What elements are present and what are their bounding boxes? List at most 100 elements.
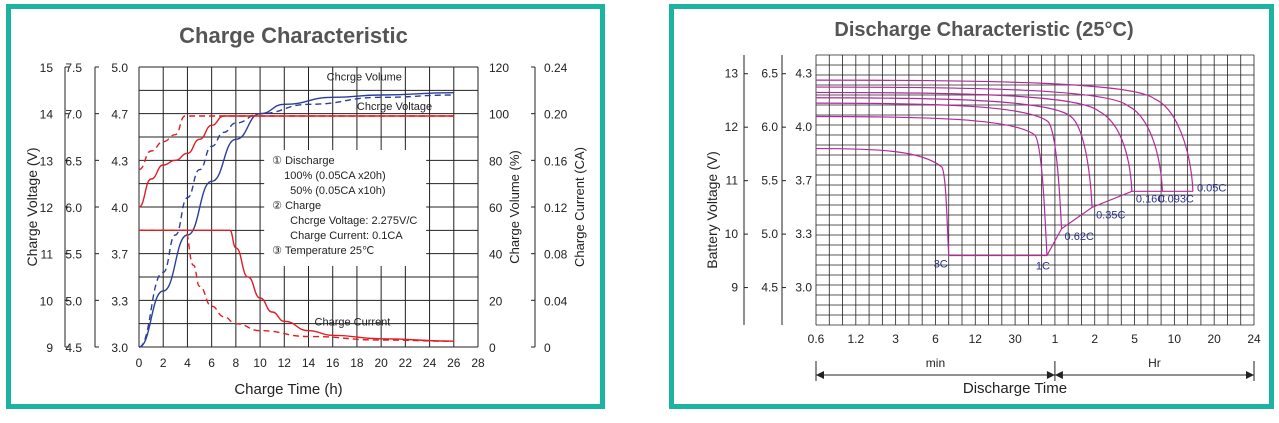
left-tick-label-4v: 4.0 — [795, 120, 812, 134]
right-axis-label-volume: Charge Volume (%) — [507, 150, 522, 263]
discharge-curve-3C — [815, 147, 950, 256]
x-tick-label: 2 — [1091, 332, 1098, 346]
left-tick-label-6v: 5.5 — [761, 174, 778, 188]
right-axis-label-current: Charge Current (CA) — [572, 147, 587, 267]
left-tick-label: 10 — [40, 294, 54, 308]
right-tick-label-volume: 100 — [489, 108, 509, 122]
discharge-curve-0.16C — [815, 91, 1133, 192]
annotation-voltage-label: Chcrge Voltage — [357, 101, 432, 113]
left-tick-label: 5.5 — [65, 248, 82, 262]
left-tick-label-6v: 5.0 — [761, 227, 778, 241]
left-tick-label-6v: 4.5 — [761, 281, 778, 295]
left-axis-label: Charge Voltage (V) — [24, 147, 40, 266]
range-arrowhead — [1246, 371, 1254, 379]
cutoff-voltage-line — [948, 190, 1193, 257]
series-line-voltage-dashed — [138, 115, 454, 171]
annotation-current-label: Charge Current — [315, 316, 391, 328]
range-arrowhead — [816, 371, 824, 379]
x-tick-label: 3 — [892, 332, 899, 346]
legend-line: Charge Current: 0.1CA — [290, 230, 403, 242]
discharge-curve-0.35C — [815, 97, 1093, 208]
left-tick-label: 6.0 — [65, 201, 82, 215]
x-tick-label: 6 — [932, 332, 939, 346]
discharge-characteristic-panel: Discharge Characteristic (25°C) 0.6 1.2 3 6 1… — [669, 4, 1274, 409]
x-tick-label: 20 — [1208, 332, 1222, 346]
x-tick-label: 4 — [184, 356, 191, 370]
x-tick-label: 22 — [399, 356, 413, 370]
discharge-curve-0.093C — [815, 86, 1164, 192]
left-tick-label-4v: 3.0 — [795, 281, 812, 295]
legend-line: 50% (0.05CA x10h) — [290, 185, 385, 197]
discharge-characteristic-chart: Discharge Characteristic (25°C) 0.6 1.2 3 6 1… — [704, 19, 1261, 397]
left-tick-label-6v: 6.0 — [761, 120, 778, 134]
right-tick-label-volume: 60 — [489, 201, 503, 215]
series-label: 0.093C — [1158, 193, 1194, 205]
right-tick-label-current: 0.16 — [544, 154, 568, 168]
left-tick-label-12v: 12 — [725, 120, 739, 134]
right-tick-label-current: 0.20 — [544, 108, 568, 122]
series-line-volume-solid — [138, 91, 454, 348]
x-unit-hr: Hr — [1148, 356, 1161, 370]
x-tick-label: 16 — [326, 356, 340, 370]
x-tick-label: 26 — [447, 356, 461, 370]
left-tick-label: 7.0 — [65, 108, 82, 122]
right-tick-label-volume: 20 — [489, 294, 503, 308]
left-tick-label-12v: 10 — [725, 227, 739, 241]
legend-line: ② Charge — [272, 200, 321, 212]
x-tick-label: 1.2 — [847, 332, 864, 346]
left-tick-label: 12 — [40, 201, 54, 215]
series-line-current-solid — [138, 229, 454, 342]
x-tick-label: 2 — [160, 356, 167, 370]
x-unit-min: min — [926, 356, 945, 370]
series-label: 0.62C — [1065, 231, 1094, 243]
legend-box — [264, 150, 427, 266]
left-tick-label-12v: 13 — [725, 67, 739, 81]
x-tick-label: 6 — [208, 356, 215, 370]
right-tick-label-volume: 120 — [489, 61, 509, 75]
x-tick-label: 12 — [278, 356, 292, 370]
left-tick-label-12v: 9 — [731, 281, 738, 295]
range-arrowhead — [1046, 371, 1055, 379]
x-tick-label: 5 — [1131, 332, 1138, 346]
left-tick-label-4v: 3.3 — [795, 227, 812, 241]
left-tick-label: 3.0 — [111, 341, 128, 355]
x-tick-label: 8 — [233, 356, 240, 370]
left-tick-label-4v: 4.3 — [795, 67, 812, 81]
discharge-curve-0.05C — [815, 79, 1194, 192]
left-axis-label: Battery Voltage (V) — [704, 151, 720, 269]
x-tick-label: 24 — [1247, 332, 1261, 346]
legend-line: ③ Temperature 25℃ — [272, 245, 374, 257]
x-tick-label: 28 — [471, 356, 485, 370]
left-tick-label: 5.0 — [111, 61, 128, 75]
left-tick-label: 7.5 — [65, 61, 82, 75]
x-tick-label: 10 — [1168, 332, 1182, 346]
series-label: 0.35C — [1096, 209, 1125, 221]
legend-line: 100% (0.05CA x20h) — [284, 170, 386, 182]
right-tick-label-current: 0.24 — [544, 61, 568, 75]
chart-title: Discharge Characteristic (25°C) — [834, 19, 1133, 41]
series-label: 0.16C — [1136, 193, 1165, 205]
discharge-curve-0.62C — [815, 102, 1063, 229]
charge-characteristic-panel: Charge Characteristic 0 2 4 6 8 10 12 14 16 18 20 22… — [6, 4, 605, 409]
x-tick-label: 24 — [423, 356, 437, 370]
left-tick-label-6v: 6.5 — [761, 67, 778, 81]
right-tick-label-current: 0.04 — [544, 294, 568, 308]
right-tick-label-current: 0.08 — [544, 248, 568, 262]
series-label: 1C — [1036, 260, 1050, 272]
x-tick-label: 18 — [350, 356, 364, 370]
x-tick-label: 0 — [136, 356, 143, 370]
right-tick-label-current: 0.12 — [544, 201, 568, 215]
annotation-volume-label: Chcrge Volume — [327, 72, 402, 84]
left-tick-label-12v: 11 — [726, 174, 739, 188]
left-tick-label: 15 — [40, 61, 54, 75]
x-tick-label: 20 — [374, 356, 388, 370]
legend-line: ① Discharge — [272, 155, 334, 167]
series-line-volume-dashed — [138, 94, 454, 348]
left-tick-label: 14 — [40, 108, 54, 122]
x-tick-label: 14 — [302, 356, 316, 370]
legend-line: Chcrge Voltage: 2.275V/C — [290, 215, 417, 227]
x-tick-label: 1 — [1052, 332, 1059, 346]
series-label: 3C — [934, 258, 948, 270]
left-tick-label: 6.5 — [65, 154, 82, 168]
